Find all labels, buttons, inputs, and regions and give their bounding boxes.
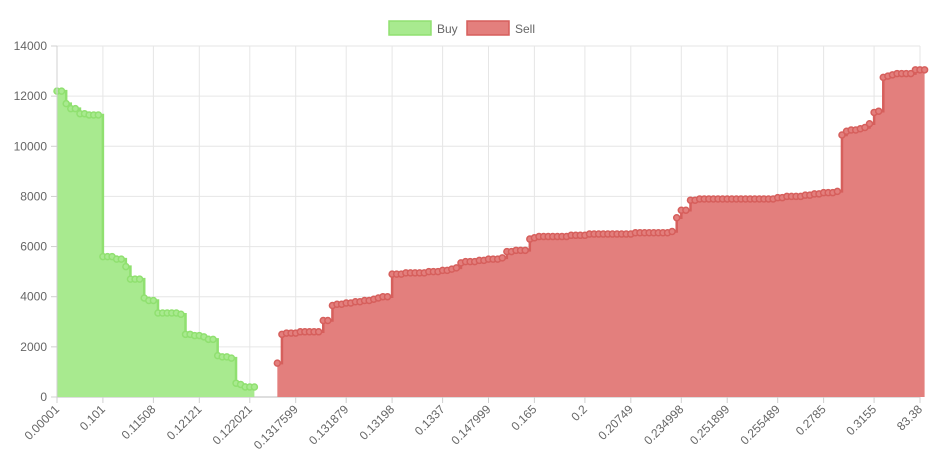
y-tick-label: 0 [40,390,47,404]
series-buy-point[interactable] [57,87,66,95]
x-tick-label: 0.122021 [210,402,256,448]
x-tick-label: 0.1337 [412,402,448,438]
series-buy-point[interactable] [250,383,259,391]
series-sell-point[interactable] [452,264,461,272]
series-sell-point[interactable] [920,66,929,74]
series-sell-point[interactable] [324,316,332,325]
x-tick-label: 0.147999 [448,402,494,448]
series-buy-point[interactable] [62,99,70,108]
series-buy-point[interactable] [117,255,126,263]
x-tick-label: 0.1317599 [251,402,301,452]
series-sell-point[interactable] [521,246,529,255]
series-sell-point[interactable] [907,69,915,78]
series-buy-point[interactable] [71,104,80,113]
x-tick-label: 0.255489 [738,402,784,448]
y-tick-label: 8000 [20,189,47,203]
series-sell-point[interactable] [682,206,690,214]
series-buy-point[interactable] [227,354,236,362]
y-tick-label: 12000 [14,89,48,103]
y-tick-label: 14000 [14,39,48,53]
series-sell-point[interactable] [833,187,842,196]
y-tick-label: 4000 [20,290,47,304]
legend-label-sell[interactable]: Sell [515,22,535,36]
legend-label-buy[interactable]: Buy [437,22,458,36]
series-buy-point[interactable] [177,310,185,319]
series-sell-point[interactable] [874,107,883,115]
y-tick-label: 2000 [20,340,47,354]
series-sell-point[interactable] [865,119,874,128]
x-tick-label: 0.131879 [306,402,352,448]
x-tick-label: 0.2785 [793,402,829,438]
series-sell-point[interactable] [668,227,676,236]
series-sell-point[interactable] [273,359,282,367]
x-tick-label: 0.251899 [687,402,733,448]
x-tick-label: 83.38 [894,402,925,433]
series-sell-area [277,69,925,397]
series-buy-point[interactable] [149,296,158,305]
series-buy-point[interactable] [135,275,144,283]
x-tick-label: 0.3155 [843,402,879,438]
y-tick-label: 6000 [20,240,47,254]
series-area-layer [57,68,925,397]
series-buy-area [57,91,255,397]
series-buy-point[interactable] [209,335,217,344]
series-buy-point[interactable] [122,262,130,271]
x-tick-label: 0.2 [568,402,590,424]
series-buy-point[interactable] [94,111,103,119]
y-tick-label: 10000 [14,139,48,153]
series-point-layer [53,66,929,391]
x-tick-label: 0.13198 [357,402,398,443]
series-sell-point[interactable] [314,328,323,336]
x-tick-label: 0.165 [508,402,539,433]
x-tick-label: 0.101 [77,402,108,433]
series-sell-point[interactable] [672,213,681,222]
x-tick-label: 0.20749 [595,402,636,443]
series-sell-point[interactable] [383,292,392,301]
series-sell-point[interactable] [498,254,507,262]
legend: Buy Sell [388,20,535,36]
legend-swatch-buy[interactable] [388,20,432,36]
series-sell-point[interactable] [861,123,869,132]
x-tick-label: 0.234998 [641,402,687,448]
x-tick-label: 0.11508 [119,402,159,442]
x-tick-label: 0.00001 [22,402,63,443]
x-tick-label: 0.12121 [164,402,205,443]
series-sell-point[interactable] [838,131,846,139]
legend-swatch-sell[interactable] [466,20,510,36]
